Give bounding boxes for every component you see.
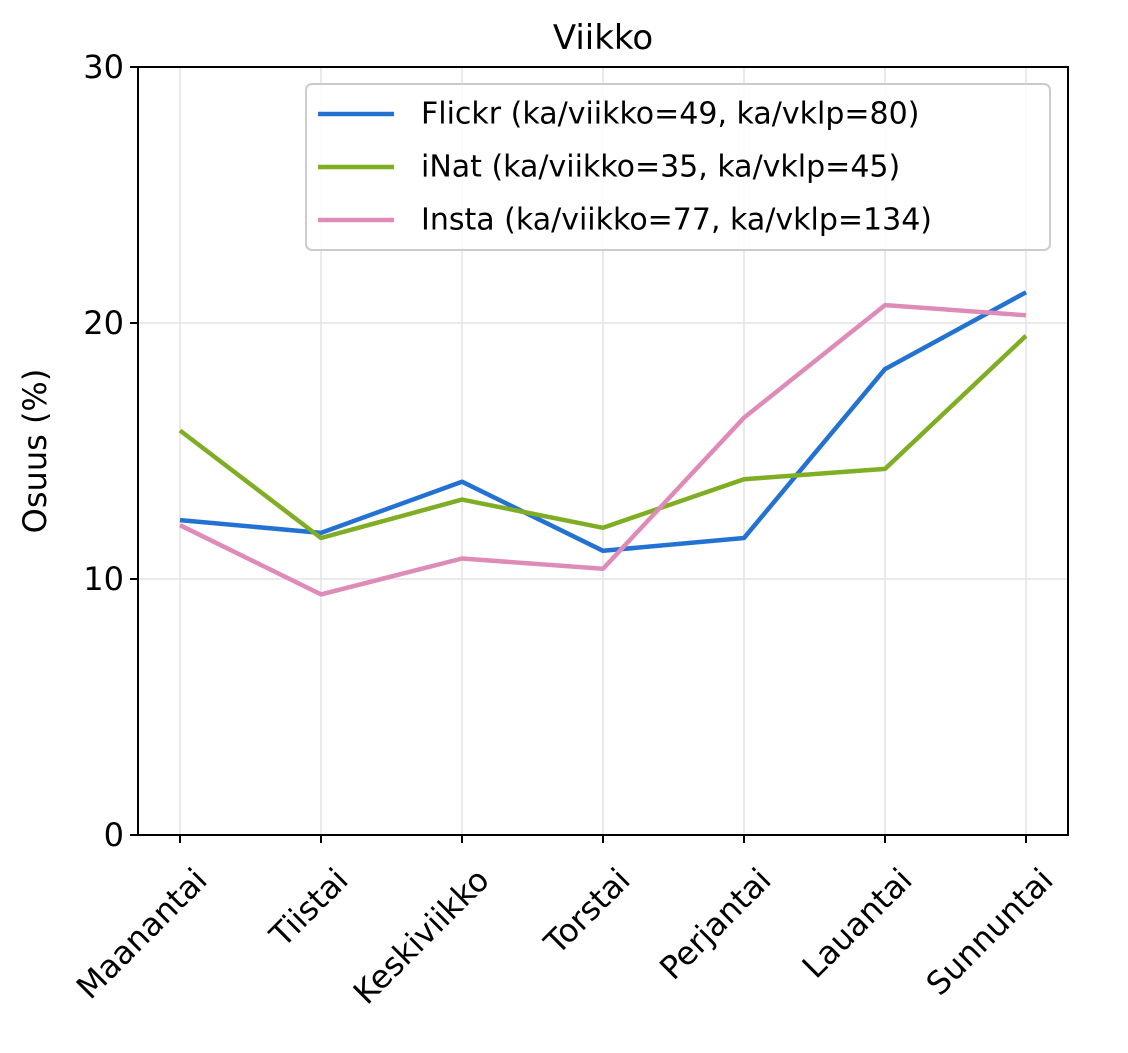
- y-tick-label: 30: [83, 48, 124, 86]
- x-tick-label: Tiistai: [262, 861, 356, 955]
- y-axis-label: Osuus (%): [16, 369, 54, 534]
- legend-label: Flickr (ka/viikko=49, ka/vklp=80): [421, 97, 919, 132]
- y-axis: 0 10 20 30: [83, 48, 138, 854]
- y-tick-label: 20: [83, 304, 124, 342]
- legend-label: iNat (ka/viikko=35, ka/vklp=45): [421, 150, 900, 185]
- y-tick-label: 10: [83, 560, 124, 598]
- legend-label: Insta (ka/viikko=77, ka/vklp=134): [421, 203, 932, 238]
- series-line: [178, 334, 1028, 541]
- series-layer: [178, 290, 1028, 597]
- x-tick-label: Torstai: [536, 861, 638, 963]
- x-tick-label: Lauantai: [795, 861, 920, 986]
- y-tick-label: 0: [104, 816, 124, 854]
- x-tick-label: Perjantai: [652, 861, 778, 987]
- legend-box: [305, 83, 1051, 251]
- x-tick-label: Sunnuntai: [919, 861, 1061, 1003]
- series-line: [179, 302, 1027, 597]
- series-line: [179, 290, 1028, 554]
- x-tick-label: Keskiviikko: [346, 861, 497, 1012]
- x-tick-label: Maanantai: [69, 861, 215, 1007]
- chart-title: Viikko: [553, 18, 653, 58]
- legend: Flickr (ka/viikko=49, ka/vklp=80) iNat (k…: [305, 83, 1051, 251]
